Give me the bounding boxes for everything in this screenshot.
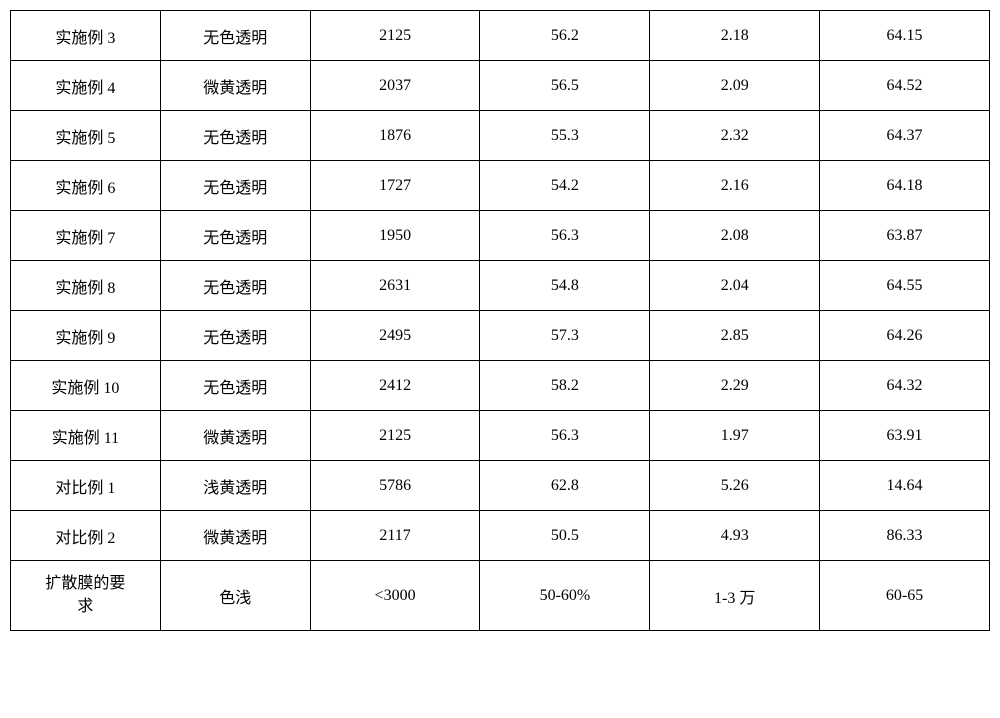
value3-cell: 1.97 — [650, 411, 820, 461]
table-row: 实施例 9无色透明249557.32.8564.26 — [11, 311, 990, 361]
value2-cell: 58.2 — [480, 361, 650, 411]
value2-cell: 56.5 — [480, 61, 650, 111]
appearance-cell: 无色透明 — [160, 111, 310, 161]
appearance-cell: 微黄透明 — [160, 61, 310, 111]
table-row: 实施例 11微黄透明212556.31.9763.91 — [11, 411, 990, 461]
appearance-cell: 无色透明 — [160, 11, 310, 61]
value2-cell: 56.3 — [480, 211, 650, 261]
requirement-label-line1: 扩散膜的要 — [45, 575, 125, 592]
row-label: 实施例 7 — [11, 211, 161, 261]
value1-cell: 1876 — [310, 111, 480, 161]
appearance-cell: 浅黄透明 — [160, 461, 310, 511]
value4-cell: 64.18 — [820, 161, 990, 211]
row-label: 实施例 4 — [11, 61, 161, 111]
value4-cell: 64.26 — [820, 311, 990, 361]
value4-cell: 14.64 — [820, 461, 990, 511]
value4-cell: 63.87 — [820, 211, 990, 261]
appearance-cell: 无色透明 — [160, 161, 310, 211]
appearance-cell: 无色透明 — [160, 261, 310, 311]
table-row: 对比例 2微黄透明211750.54.9386.33 — [11, 511, 990, 561]
table-row: 实施例 7无色透明195056.32.0863.87 — [11, 211, 990, 261]
table-row: 实施例 3无色透明212556.22.1864.15 — [11, 11, 990, 61]
requirement-v3: 1-3 万 — [650, 561, 820, 631]
row-label: 实施例 9 — [11, 311, 161, 361]
row-label: 实施例 8 — [11, 261, 161, 311]
row-label: 实施例 3 — [11, 11, 161, 61]
value2-cell: 56.2 — [480, 11, 650, 61]
row-label: 对比例 1 — [11, 461, 161, 511]
value4-cell: 64.52 — [820, 61, 990, 111]
value3-cell: 2.18 — [650, 11, 820, 61]
value1-cell: 2631 — [310, 261, 480, 311]
value4-cell: 86.33 — [820, 511, 990, 561]
data-table: 实施例 3无色透明212556.22.1864.15实施例 4微黄透明20375… — [10, 10, 990, 631]
value1-cell: 2412 — [310, 361, 480, 411]
value4-cell: 63.91 — [820, 411, 990, 461]
table-row: 实施例 8无色透明263154.82.0464.55 — [11, 261, 990, 311]
row-label: 对比例 2 — [11, 511, 161, 561]
table-row: 实施例 10无色透明241258.22.2964.32 — [11, 361, 990, 411]
value2-cell: 54.2 — [480, 161, 650, 211]
appearance-cell: 无色透明 — [160, 211, 310, 261]
value1-cell: 2495 — [310, 311, 480, 361]
requirement-row: 扩散膜的要求色浅<300050-60%1-3 万60-65 — [11, 561, 990, 631]
value1-cell: 2125 — [310, 11, 480, 61]
value4-cell: 64.32 — [820, 361, 990, 411]
requirement-v4: 60-65 — [820, 561, 990, 631]
value1-cell: 2117 — [310, 511, 480, 561]
value1-cell: 2037 — [310, 61, 480, 111]
value3-cell: 2.29 — [650, 361, 820, 411]
value2-cell: 50.5 — [480, 511, 650, 561]
value4-cell: 64.37 — [820, 111, 990, 161]
requirement-v2: 50-60% — [480, 561, 650, 631]
row-label: 实施例 5 — [11, 111, 161, 161]
value3-cell: 2.08 — [650, 211, 820, 261]
requirement-label: 扩散膜的要求 — [11, 561, 161, 631]
requirement-label-line2: 求 — [77, 598, 93, 615]
table-row: 实施例 5无色透明187655.32.3264.37 — [11, 111, 990, 161]
row-label: 实施例 10 — [11, 361, 161, 411]
value1-cell: 5786 — [310, 461, 480, 511]
value2-cell: 56.3 — [480, 411, 650, 461]
value1-cell: 1727 — [310, 161, 480, 211]
value1-cell: 2125 — [310, 411, 480, 461]
table-row: 对比例 1浅黄透明578662.85.2614.64 — [11, 461, 990, 511]
appearance-cell: 微黄透明 — [160, 511, 310, 561]
requirement-appearance: 色浅 — [160, 561, 310, 631]
appearance-cell: 无色透明 — [160, 311, 310, 361]
value3-cell: 2.04 — [650, 261, 820, 311]
value2-cell: 55.3 — [480, 111, 650, 161]
appearance-cell: 微黄透明 — [160, 411, 310, 461]
value3-cell: 2.09 — [650, 61, 820, 111]
value3-cell: 4.93 — [650, 511, 820, 561]
value3-cell: 2.16 — [650, 161, 820, 211]
table-row: 实施例 6无色透明172754.22.1664.18 — [11, 161, 990, 211]
row-label: 实施例 6 — [11, 161, 161, 211]
row-label: 实施例 11 — [11, 411, 161, 461]
requirement-v1: <3000 — [310, 561, 480, 631]
value2-cell: 57.3 — [480, 311, 650, 361]
value3-cell: 2.32 — [650, 111, 820, 161]
value3-cell: 5.26 — [650, 461, 820, 511]
value2-cell: 62.8 — [480, 461, 650, 511]
value4-cell: 64.55 — [820, 261, 990, 311]
value1-cell: 1950 — [310, 211, 480, 261]
value3-cell: 2.85 — [650, 311, 820, 361]
value2-cell: 54.8 — [480, 261, 650, 311]
value4-cell: 64.15 — [820, 11, 990, 61]
table-row: 实施例 4微黄透明203756.52.0964.52 — [11, 61, 990, 111]
appearance-cell: 无色透明 — [160, 361, 310, 411]
